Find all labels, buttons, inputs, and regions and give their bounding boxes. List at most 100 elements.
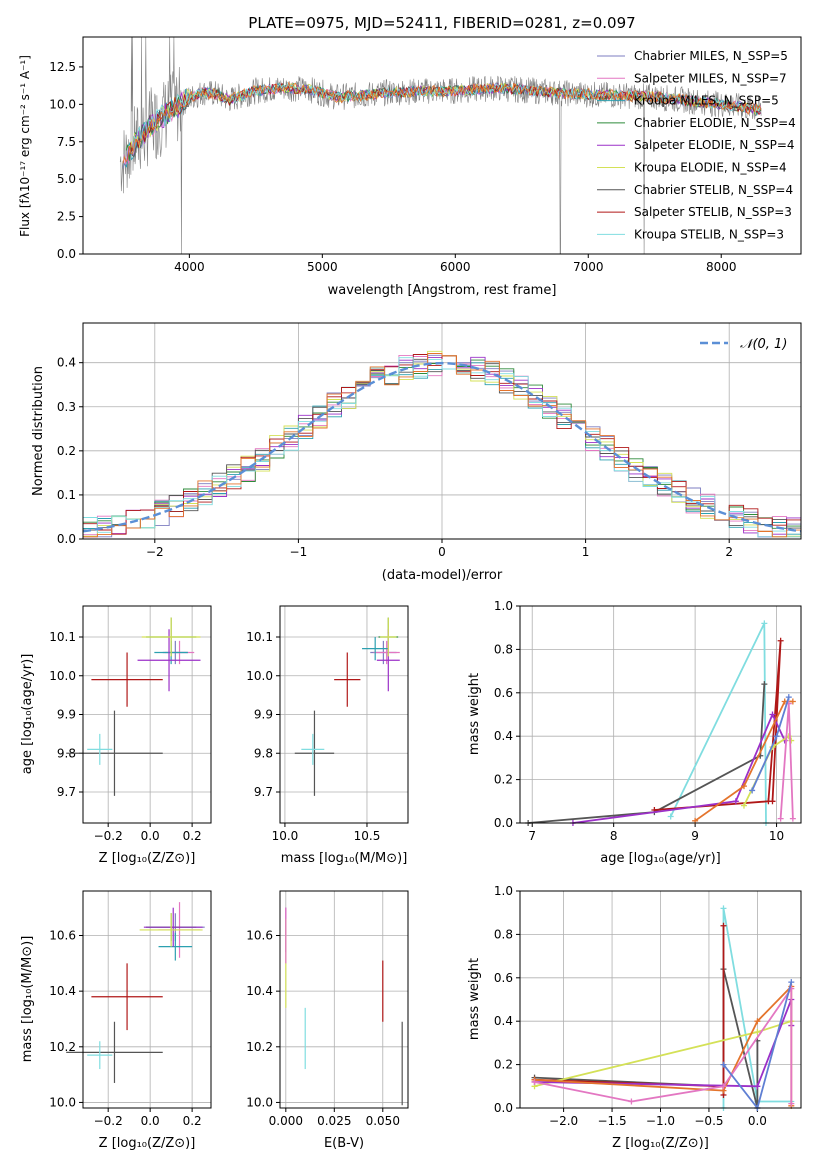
- legend-label: Salpeter MILES, N_SSP=7: [634, 71, 787, 85]
- mass-vs-ebv-xtick-label: 0.050: [366, 1114, 400, 1128]
- spectrum-ytick-label: 10.0: [49, 97, 76, 111]
- spectrum-model-line: [128, 82, 762, 158]
- mass-vs-ebv-xtick-label: 0.025: [317, 1114, 351, 1128]
- residual-histogram: [83, 353, 801, 538]
- residuals-xtick-label: −2: [146, 545, 164, 559]
- spectrum-ytick-label: 2.5: [57, 210, 76, 224]
- weight-vs-age-ytick-label: 0.6: [494, 686, 513, 700]
- weight-vs-Z-xtick-label: −1.5: [597, 1114, 626, 1128]
- weight-marker: [761, 620, 768, 627]
- weight-vs-Z-frame: [519, 890, 802, 1109]
- weight-series-line: [779, 703, 794, 819]
- weight-vs-Z-xtick-label: −1.0: [646, 1114, 675, 1128]
- weight-marker: [740, 783, 747, 790]
- weight-vs-age-xlabel: age [log₁₀(age/yr)]: [600, 851, 721, 866]
- age-vs-Z-xlabel: Z [log₁₀(Z/Z⊙)]: [99, 851, 196, 866]
- legend-label: Kroupa ELODIE, N_SSP=4: [634, 161, 787, 175]
- weight-marker: [720, 1061, 727, 1068]
- normal-legend-label: 𝒩(0, 1): [740, 337, 787, 352]
- spectrum-xtick-label: 4000: [174, 260, 205, 274]
- weight-vs-Z-xlabel: Z [log₁₀(Z/Z⊙)]: [612, 1136, 709, 1151]
- weight-vs-Z-ytick-label: 1.0: [494, 884, 513, 898]
- weight-vs-Z-ytick-label: 0.8: [494, 927, 513, 941]
- age-vs-Z-ytick-label: 10.1: [49, 630, 76, 644]
- mass-vs-Z-ytick-label: 10.0: [49, 1095, 76, 1109]
- age-vs-Z-ytick-label: 9.7: [57, 785, 76, 799]
- legend-label: Kroupa MILES, N_SSP=5: [634, 94, 779, 108]
- weight-marker: [773, 733, 780, 740]
- age-vs-mass-ytick-label: 9.7: [254, 785, 273, 799]
- residuals-xtick-label: 2: [725, 545, 733, 559]
- weight-vs-age-xtick-label: 9: [691, 829, 699, 843]
- mass-vs-Z-xtick-label: 0.2: [183, 1114, 202, 1128]
- weight-marker: [777, 815, 784, 822]
- weight-series-line: [534, 925, 725, 1095]
- age-vs-Z-ytick-label: 10.0: [49, 669, 76, 683]
- weight-vs-age-xtick-label: 10: [769, 829, 784, 843]
- residuals-xtick-label: 1: [582, 545, 590, 559]
- mass-vs-Z-ytick-label: 10.4: [49, 984, 76, 998]
- spectrum-xtick-label: 5000: [307, 260, 338, 274]
- weight-marker: [628, 1098, 635, 1105]
- weight-marker: [788, 979, 795, 986]
- mass-vs-ebv-frame: [279, 890, 409, 1109]
- mass-vs-ebv-ytick-label: 10.2: [246, 1040, 273, 1054]
- mass-vs-ebv-ytick-label: 10.6: [246, 929, 273, 943]
- weight-marker: [777, 637, 784, 644]
- weight-marker: [761, 681, 768, 688]
- mass-vs-Z-xtick-label: −0.2: [94, 1114, 123, 1128]
- age-vs-mass-ytick-label: 9.8: [254, 746, 273, 760]
- figure-title: PLATE=0975, MJD=52411, FIBERID=0281, z=0…: [248, 14, 635, 32]
- weight-vs-age-xtick-label: 7: [528, 829, 536, 843]
- spectrum-xtick-label: 7000: [573, 260, 604, 274]
- weight-marker: [720, 905, 727, 912]
- residuals-ytick-label: 0.0: [57, 532, 76, 546]
- weight-marker: [789, 815, 796, 822]
- residuals-xtick-label: −1: [290, 545, 308, 559]
- age-vs-Z-ylabel: age [log₁₀(age/yr)]: [20, 654, 35, 775]
- spectrum-ytick-label: 12.5: [49, 60, 76, 74]
- weight-marker: [789, 698, 796, 705]
- age-vs-mass-ytick-label: 10.1: [246, 630, 273, 644]
- residual-histogram: [83, 358, 801, 531]
- weight-vs-age-ylabel: mass weight: [467, 673, 482, 755]
- age-vs-mass-ytick-label: 9.9: [254, 708, 273, 722]
- weight-vs-Z-xtick-label: −2.0: [549, 1114, 578, 1128]
- spectrum-ytick-label: 0.0: [57, 247, 76, 261]
- age-vs-Z-xtick-label: 0.2: [183, 829, 202, 843]
- mass-vs-Z-xtick-label: 0.0: [141, 1114, 160, 1128]
- weight-marker: [785, 694, 792, 701]
- weight-marker: [749, 787, 756, 794]
- mass-vs-ebv-xlabel: E(B-V): [324, 1136, 364, 1151]
- age-vs-Z-ytick-label: 9.9: [57, 708, 76, 722]
- mass-vs-Z-ytick-label: 10.2: [49, 1040, 76, 1054]
- weight-series-line: [528, 684, 766, 824]
- weight-vs-Z-xtick-label: 0.0: [748, 1114, 767, 1128]
- weight-vs-Z-xtick-label: −0.5: [694, 1114, 723, 1128]
- spectrum-frame: [82, 36, 802, 255]
- residuals-frame: [82, 322, 802, 540]
- residuals-xlabel: (data-model)/error: [382, 568, 503, 583]
- spectrum-xtick-label: 6000: [440, 260, 471, 274]
- mass-vs-Z-frame: [82, 890, 212, 1109]
- mass-vs-Z-ylabel: mass [log₁₀(M/M⊙)]: [20, 936, 35, 1063]
- weight-marker: [732, 798, 739, 805]
- spectrum-ytick-label: 5.0: [57, 172, 76, 186]
- weight-vs-age-ytick-label: 0.8: [494, 642, 513, 656]
- weight-marker: [754, 1029, 761, 1036]
- age-vs-Z-xtick-label: −0.2: [94, 829, 123, 843]
- weight-marker: [754, 1083, 761, 1090]
- legend-label: Kroupa STELIB, N_SSP=3: [634, 227, 784, 241]
- weight-marker: [788, 1100, 795, 1107]
- weight-marker: [769, 711, 776, 718]
- weight-vs-Z-ytick-label: 0.4: [494, 1014, 513, 1028]
- weight-vs-age-xtick-label: 8: [610, 829, 618, 843]
- weight-marker: [667, 813, 674, 820]
- age-vs-mass-xtick-label: 10.0: [272, 829, 299, 843]
- weight-marker: [531, 1078, 538, 1085]
- mass-vs-ebv-ytick-label: 10.0: [246, 1095, 273, 1109]
- weight-vs-Z-ytick-label: 0.0: [494, 1101, 513, 1115]
- residuals-ytick-label: 0.1: [57, 488, 76, 502]
- normal-curve: [82, 361, 802, 533]
